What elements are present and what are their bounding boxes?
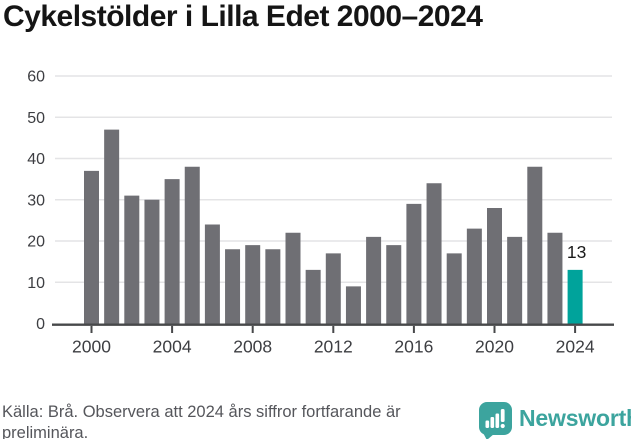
bar-2019 <box>466 228 482 324</box>
bar-2016 <box>406 203 422 324</box>
x-tick-label-2008: 2008 <box>233 337 272 357</box>
bar-2004 <box>164 179 180 324</box>
bar-2003 <box>144 199 160 324</box>
x-tick-label-2020: 2020 <box>475 337 514 357</box>
x-tick-label-2012: 2012 <box>314 337 353 357</box>
y-tick-label-30: 30 <box>27 192 45 209</box>
bar-2018 <box>446 253 462 324</box>
x-tick-label-2024: 2024 <box>556 337 595 357</box>
bar-chart-svg: 0 10 20 30 40 50 60 2000 2004 2008 2012 2016 2020 202… <box>27 69 614 357</box>
logo-bars-icon <box>485 409 505 429</box>
bar-2007 <box>225 249 241 324</box>
bar-2008 <box>245 245 261 324</box>
bar-2023 <box>547 232 563 324</box>
bar-2013 <box>345 286 361 324</box>
bar-2002 <box>124 195 140 324</box>
bar-2010 <box>285 232 301 324</box>
x-tick-label-2000: 2000 <box>72 337 111 357</box>
y-tick-label-40: 40 <box>27 151 45 168</box>
bar-2001 <box>104 129 120 324</box>
bar-2020 <box>487 208 502 324</box>
y-tick-label-20: 20 <box>27 234 45 251</box>
bar-2017 <box>426 183 442 324</box>
y-tick-label-0: 0 <box>36 316 45 333</box>
bar-2012 <box>325 253 341 324</box>
y-tick-label-10: 10 <box>27 275 45 292</box>
chart-title: Cykelstölder i Lilla Edet 2000–2024 <box>3 0 483 33</box>
bar-2005 <box>184 166 200 324</box>
newsworthy-brand-name: Newsworthy <box>519 405 631 431</box>
bar-2021 <box>507 236 523 324</box>
newsworthy-logo-icon <box>479 402 512 435</box>
bar-2011 <box>305 269 321 324</box>
source-note: Källa: Brå. Observera att 2024 års siffr… <box>2 403 401 439</box>
x-tick-label-2004: 2004 <box>153 337 192 357</box>
bar-2006 <box>204 224 220 324</box>
bar-2024 <box>567 269 583 324</box>
bar-2009 <box>265 249 281 324</box>
bar-2014 <box>366 236 382 324</box>
highlight-value-label: 13 <box>567 242 586 262</box>
bar-2000 <box>84 170 99 324</box>
newsworthy-brand: Newsworthy <box>479 402 631 435</box>
bar-2015 <box>386 245 402 324</box>
bar-2022 <box>527 166 543 324</box>
x-tick-label-2016: 2016 <box>394 337 433 357</box>
y-tick-label-50: 50 <box>27 110 45 127</box>
y-tick-label-60: 60 <box>27 69 45 86</box>
